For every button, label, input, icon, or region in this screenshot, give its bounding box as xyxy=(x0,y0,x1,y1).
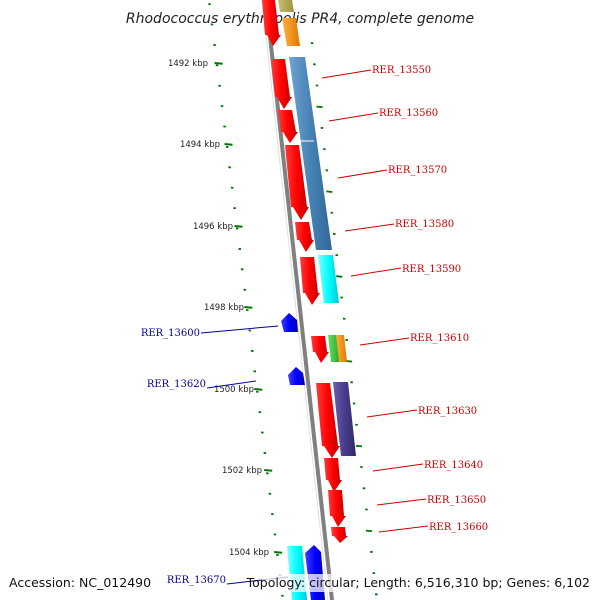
gene-label[interactable]: RER_13590 xyxy=(402,264,461,275)
reverse-gene-arrow[interactable] xyxy=(288,367,305,385)
feature-steelblue xyxy=(289,57,332,250)
outer-tick-ring xyxy=(310,42,378,596)
tick-mark xyxy=(274,551,283,554)
label-leader xyxy=(328,112,379,122)
inner-tick-ring xyxy=(208,3,284,597)
label-leader xyxy=(376,498,427,506)
feature-cyan xyxy=(318,255,339,303)
feature-olive xyxy=(278,0,294,12)
tick-mark xyxy=(316,105,323,109)
scale-label: 1494 kbp xyxy=(180,140,220,150)
label-leader xyxy=(321,69,372,79)
scale-label: 1500 kbp xyxy=(214,385,254,395)
tick-mark xyxy=(214,62,223,65)
topology-text: Topology: circular; Length: 6,516,310 bp… xyxy=(246,575,590,590)
forward-gene-arrow[interactable] xyxy=(285,145,309,220)
gene-label[interactable]: RER_13620 xyxy=(147,379,206,390)
scale-label: 1492 kbp xyxy=(168,59,208,69)
gene-label[interactable]: RER_13580 xyxy=(395,219,454,230)
forward-strand-genes xyxy=(271,59,348,543)
scale-label: 1498 kbp xyxy=(204,303,244,313)
gene-label[interactable]: RER_13570 xyxy=(388,165,447,176)
gene-label[interactable]: RER_13650 xyxy=(427,495,486,506)
forward-gene-arrow[interactable] xyxy=(271,59,292,109)
label-leader xyxy=(350,267,402,277)
gene-label[interactable]: RER_13600 xyxy=(141,328,200,339)
forward-gene-arrow[interactable] xyxy=(278,110,298,143)
gene-label[interactable]: RER_13560 xyxy=(379,108,438,119)
forward-gene-arrow[interactable] xyxy=(316,383,340,458)
gene-label[interactable]: RER_13630 xyxy=(418,406,477,417)
feature-orange xyxy=(282,18,300,46)
tick-mark xyxy=(244,306,253,309)
tick-mark xyxy=(224,143,233,146)
other-features xyxy=(289,57,356,456)
tick-mark xyxy=(336,275,343,278)
map-title: Rhodococcus erythropolis PR4, complete g… xyxy=(126,11,474,27)
tick-mark xyxy=(254,388,263,391)
tick-mark xyxy=(346,360,353,363)
scale-labels: 1492 kbp 1494 kbp 1496 kbp 1498 kbp 1500… xyxy=(168,59,269,558)
label-leader xyxy=(337,169,388,179)
label-leader xyxy=(344,223,395,232)
tick-mark xyxy=(264,469,273,472)
label-leader xyxy=(200,325,279,334)
gene-label[interactable]: RER_13640 xyxy=(424,460,483,471)
label-leader xyxy=(366,409,418,418)
gene-label[interactable]: RER_13550 xyxy=(372,65,431,76)
accession-text: Accession: NC_012490 xyxy=(9,575,151,590)
scale-label: 1504 kbp xyxy=(229,548,269,558)
feature-purple xyxy=(333,382,356,456)
gene-label[interactable]: RER_13660 xyxy=(429,522,488,533)
reverse-gene-arrow[interactable] xyxy=(281,313,298,332)
footer-topology-backdrop xyxy=(262,574,592,592)
tick-mark xyxy=(355,444,363,448)
feature-orange xyxy=(336,335,347,362)
gene-label[interactable]: RER_13670 xyxy=(167,575,226,586)
tick-mark xyxy=(365,529,372,533)
label-leader xyxy=(206,380,257,389)
scale-label: 1496 kbp xyxy=(193,222,233,232)
forward-gene-arrow[interactable] xyxy=(324,458,342,492)
genome-backbone xyxy=(261,0,334,600)
left-gene-labels: RER_13600 RER_13620 RER_13670 xyxy=(141,325,289,586)
gene-label[interactable]: RER_13610 xyxy=(410,333,469,344)
label-leader xyxy=(359,337,410,346)
tick-mark xyxy=(234,225,243,228)
label-leader xyxy=(372,463,424,472)
scale-label: 1502 kbp xyxy=(222,466,262,476)
right-gene-labels: RER_13550 RER_13560 RER_13570 RER_13580 … xyxy=(321,65,488,533)
forward-gene-arrow[interactable] xyxy=(331,527,348,543)
forward-gene-arrow[interactable] xyxy=(328,490,346,527)
forward-gene-arrow[interactable] xyxy=(311,336,329,363)
forward-gene-arrow[interactable] xyxy=(300,257,320,305)
label-leader xyxy=(378,525,429,533)
forward-gene-arrow[interactable] xyxy=(262,0,281,46)
forward-gene-arrow[interactable] xyxy=(295,222,314,252)
tick-mark xyxy=(326,190,333,193)
